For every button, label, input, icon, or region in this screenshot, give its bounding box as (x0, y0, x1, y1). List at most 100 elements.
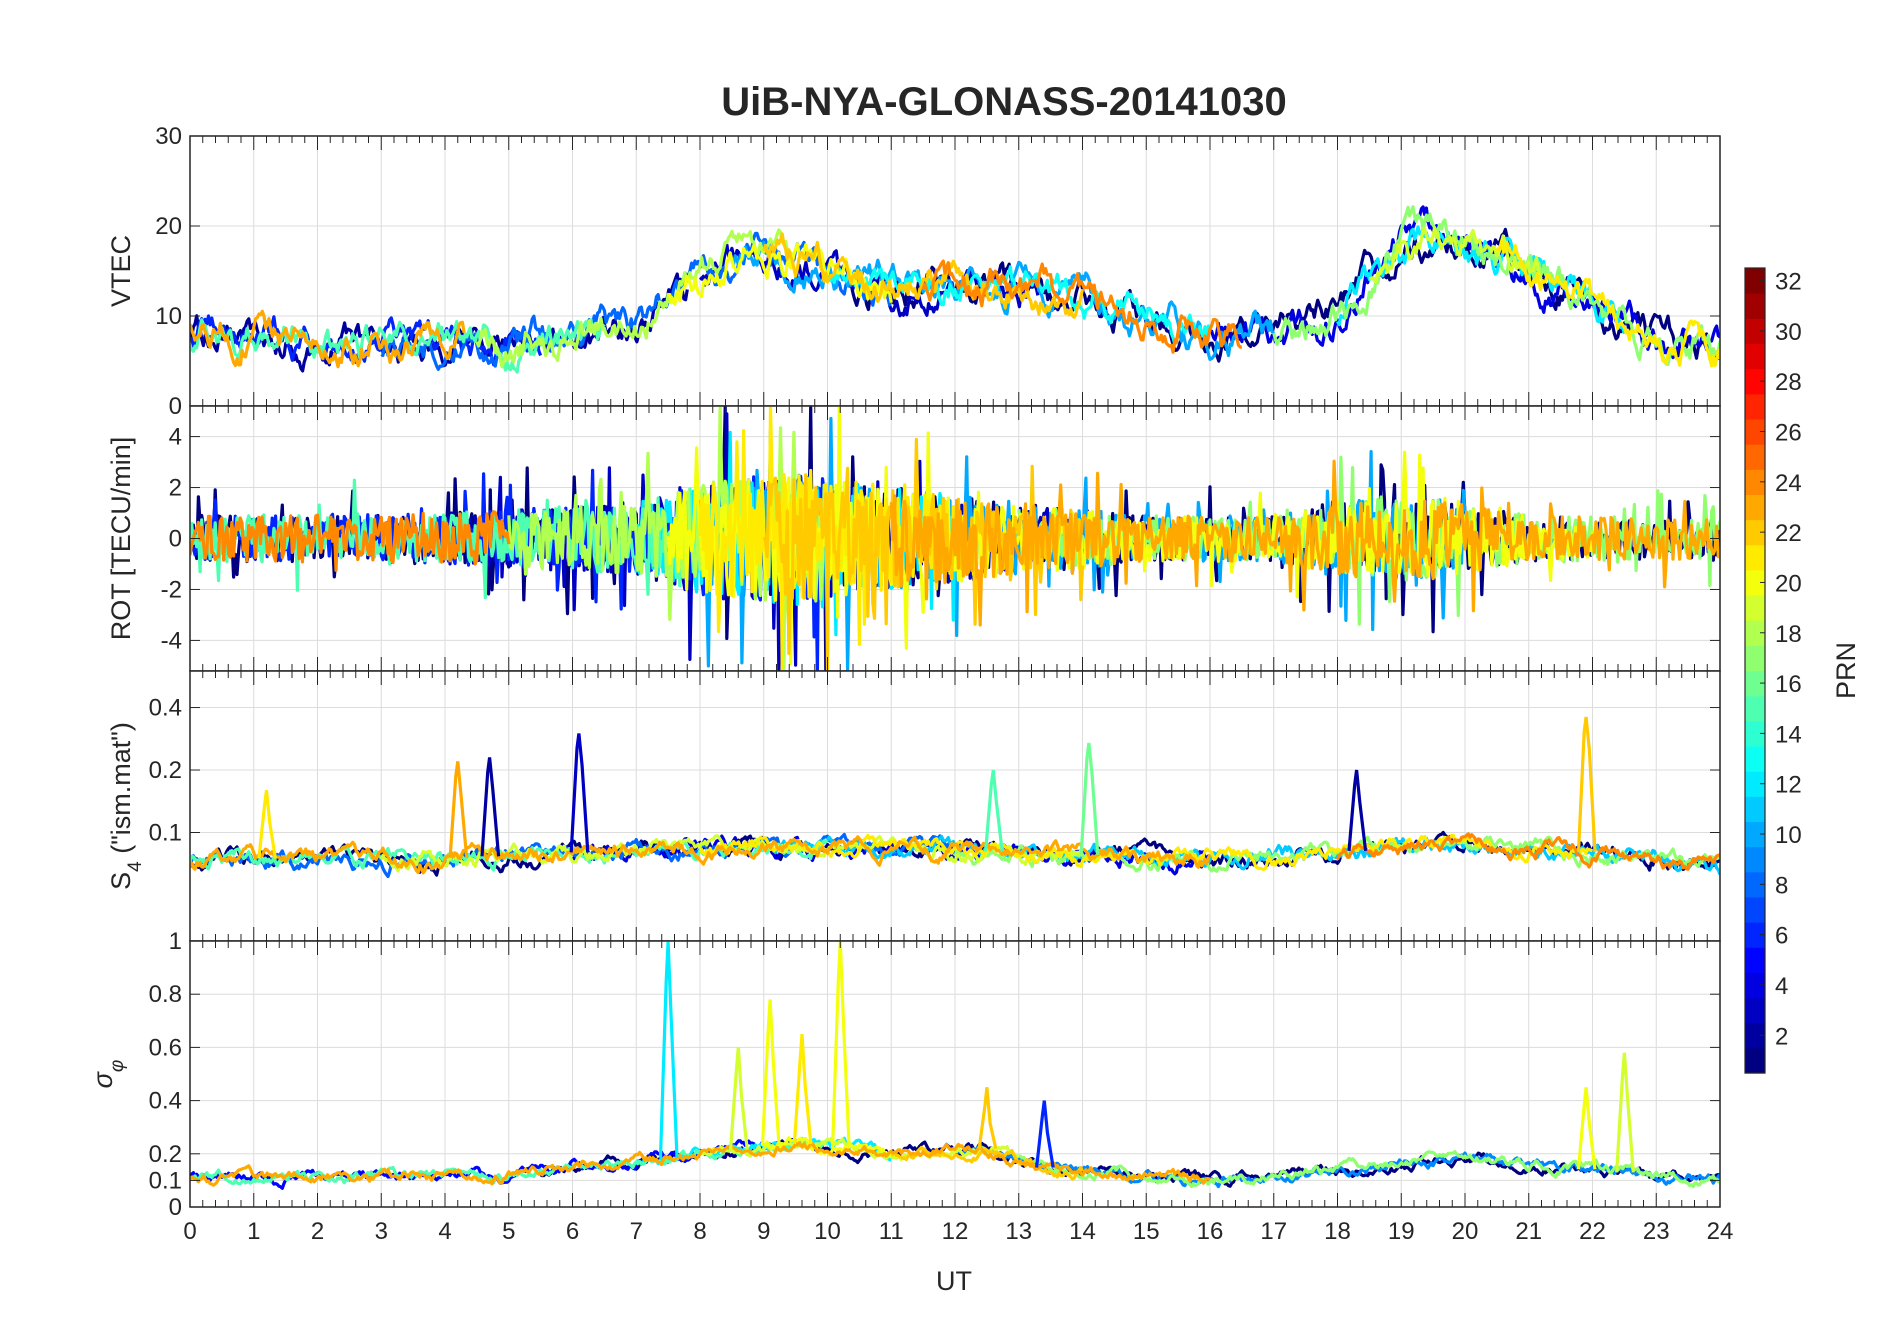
series-prn-21 (1495, 238, 1720, 368)
series-prn-19 (1369, 226, 1543, 284)
series-prn-17 (1272, 205, 1720, 366)
colorbar-tick-label: 8 (1775, 872, 1788, 899)
series-prn-23 (190, 1141, 1211, 1187)
y-tick-label: -4 (161, 627, 182, 654)
series-prn-15 (190, 1136, 829, 1186)
x-tick-label: 21 (1515, 1218, 1542, 1245)
colorbar-band (1745, 972, 1765, 999)
y-tick-label: 0 (169, 393, 182, 420)
x-tick-label: 11 (879, 1218, 904, 1245)
colorbar-band (1745, 293, 1765, 319)
x-tick-label: 17 (1260, 1218, 1287, 1245)
x-tick-label: 10 (814, 1218, 841, 1245)
spike-prn-20 (1576, 1087, 1597, 1170)
x-tick-label: 24 (1707, 1218, 1734, 1245)
y-tick-label: 0.1 (149, 819, 182, 846)
y-tick-label: 4 (169, 424, 182, 451)
spike-prn-23 (448, 761, 469, 858)
x-tick-label: 4 (438, 1218, 451, 1245)
colorbar-band (1745, 695, 1765, 722)
colorbar-band (1745, 1047, 1765, 1074)
y-tick-label: 0.1 (149, 1167, 182, 1194)
y-tick-label: 2 (169, 475, 182, 502)
colorbar-band (1745, 569, 1765, 596)
colorbar-tick-label: 28 (1775, 369, 1802, 396)
y-tick-label: 0.4 (149, 695, 182, 722)
spike-prn-6 (1035, 1100, 1055, 1168)
colorbar-band (1745, 796, 1765, 823)
y-tick-label: -2 (161, 576, 182, 603)
colorbar-tick-label: 26 (1775, 420, 1802, 447)
colorbar-band (1745, 494, 1765, 521)
x-tick-label: 2 (311, 1218, 324, 1245)
y-axis-label-s4: S4 ("ism.mat") (106, 722, 146, 890)
series-prn-22 (762, 232, 1085, 319)
colorbar-tick-label: 20 (1775, 570, 1802, 597)
x-tick-label: 19 (1388, 1218, 1415, 1245)
x-tick-label: 8 (693, 1218, 706, 1245)
colorbar-band (1745, 871, 1765, 898)
x-tick-label: 6 (566, 1218, 579, 1245)
colorbar-band (1745, 821, 1765, 848)
y-tick-label: 1 (169, 928, 182, 955)
colorbar-tick-label: 24 (1775, 470, 1802, 497)
y-tick-label: 10 (155, 303, 182, 330)
series-prn-23 (889, 459, 1720, 627)
x-tick-label: 9 (757, 1218, 770, 1245)
y-tick-label: 0.2 (149, 757, 182, 784)
series-prn-23 (190, 309, 466, 369)
x-tick-label: 7 (630, 1218, 643, 1245)
colorbar-band (1745, 595, 1765, 621)
series-prn-24 (921, 259, 1242, 354)
y-tick-label: 0.8 (149, 981, 182, 1008)
colorbar-tick-label: 16 (1775, 671, 1802, 698)
colorbar-tick-label: 30 (1775, 319, 1802, 346)
y-axis-label-vtec: VTEC (106, 235, 136, 307)
y-tick-label: 30 (155, 123, 182, 150)
spike-prn-22 (1576, 716, 1597, 853)
x-axis-label: UT (936, 1266, 972, 1296)
colorbar-tick-label: 32 (1775, 269, 1802, 296)
spike-prn-20 (760, 999, 781, 1147)
colorbar-band (1745, 444, 1765, 470)
colorbar-label: PRN (1831, 642, 1861, 699)
colorbar-band (1745, 318, 1765, 345)
colorbar-band (1745, 771, 1765, 797)
colorbar-band (1745, 368, 1765, 395)
colorbar-band (1745, 393, 1765, 420)
colorbar-band (1745, 620, 1765, 646)
chart-title: UiB-NYA-GLONASS-20141030 (721, 80, 1286, 124)
x-tick-label: 0 (183, 1218, 196, 1245)
colorbar-band (1745, 846, 1765, 873)
y-tick-label: 20 (155, 213, 182, 240)
colorbar-tick-label: 14 (1775, 721, 1802, 748)
colorbar-tick-label: 4 (1775, 973, 1788, 1000)
y-tick-label: 0.2 (149, 1141, 182, 1168)
colorbar-band (1745, 896, 1765, 923)
series-group (190, 205, 1720, 374)
series-prn-22 (890, 1145, 1084, 1181)
spike-prn-15 (984, 769, 1004, 852)
series-prn-24 (190, 510, 511, 572)
x-tick-label: 5 (502, 1218, 515, 1245)
spike-prn-19 (1615, 1052, 1635, 1173)
x-tick-label: 1 (247, 1218, 260, 1245)
colorbar-band (1745, 645, 1765, 672)
x-tick-label: 3 (375, 1218, 388, 1245)
colorbar-band (1745, 519, 1765, 546)
panel-s4: 0.1 0.2 0.4S4 ("ism.mat") (106, 670, 1721, 942)
colorbar-band (1745, 670, 1765, 697)
colorbar-tick-label: 18 (1775, 621, 1802, 648)
y-tick-label: 0.4 (149, 1088, 182, 1115)
x-tick-label: 23 (1643, 1218, 1670, 1245)
x-tick-label: 22 (1579, 1218, 1606, 1245)
colorbar-band (1745, 947, 1765, 973)
colorbar-tick-label: 10 (1775, 822, 1802, 849)
colorbar-tick-label: 6 (1775, 923, 1788, 950)
colorbar-band (1745, 544, 1765, 571)
colorbar-band (1745, 1022, 1765, 1049)
spike-prn-2 (1347, 769, 1368, 852)
